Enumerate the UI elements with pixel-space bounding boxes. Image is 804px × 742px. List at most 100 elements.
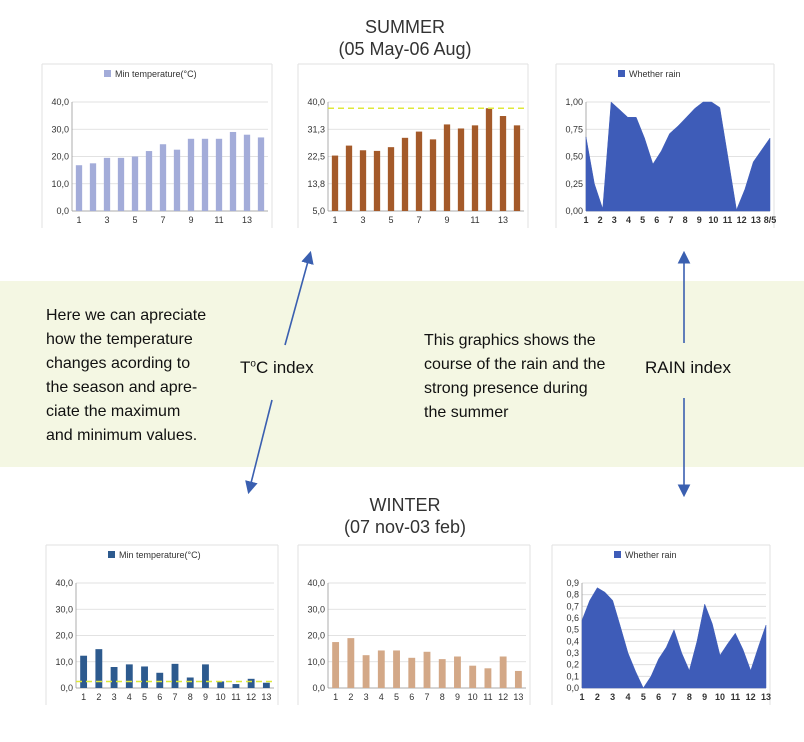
legend-label: Min temperature(°C) [115, 69, 197, 79]
bar [457, 128, 465, 211]
x-tick-label: 2 [598, 215, 603, 225]
y-tick-label: 0,25 [565, 179, 583, 189]
y-tick-label: 0,1 [566, 671, 579, 681]
bar [215, 138, 223, 211]
x-tick-label: 7 [416, 215, 421, 225]
note-line: the summer [424, 404, 509, 421]
x-tick-label: 12 [246, 692, 256, 702]
x-tick-label: 2 [96, 692, 101, 702]
y-tick-label: 22,5 [307, 152, 325, 162]
bar [262, 682, 270, 688]
bar [229, 131, 237, 211]
bar [80, 655, 88, 688]
y-tick-label: 0,3 [566, 648, 579, 658]
x-tick-label: 4 [626, 215, 631, 225]
bar [429, 139, 437, 211]
x-tick-label: 13 [513, 692, 523, 702]
temperature-index-label: ToC index [240, 358, 314, 378]
note-line: This graphics shows the [424, 332, 596, 349]
note-line: course of the rain and the [424, 356, 606, 373]
x-tick-label: 1 [579, 692, 584, 702]
x-tick-label: 8 [440, 692, 445, 702]
y-tick-label: 1,00 [565, 97, 583, 107]
y-tick-label: 31,3 [307, 124, 325, 134]
y-tick-label: 30,0 [55, 604, 73, 614]
bar [454, 656, 461, 688]
bar [217, 681, 225, 688]
legend-swatch [614, 551, 621, 558]
bar [75, 165, 83, 211]
x-tick-label: 9 [697, 215, 702, 225]
x-tick-label: 7 [424, 692, 429, 702]
bar [257, 137, 265, 211]
y-tick-label: 10,0 [55, 657, 73, 667]
x-tick-label: 3 [104, 215, 109, 225]
bar [187, 138, 195, 211]
x-tick-label: 2 [348, 692, 353, 702]
x-tick-label: 10 [468, 692, 478, 702]
x-tick-label: 2 [595, 692, 600, 702]
x-tick-label: 4 [379, 692, 384, 702]
y-tick-label: 0,8 [566, 590, 579, 600]
bar [202, 664, 209, 688]
bar [141, 666, 148, 688]
bar [131, 156, 139, 211]
bar [377, 650, 385, 688]
bar [499, 116, 507, 211]
x-tick-label: 11 [731, 692, 741, 702]
bar [387, 147, 395, 211]
bar [471, 125, 479, 211]
x-tick-label: 11 [483, 692, 492, 702]
legend-label: Min temperature(°C) [119, 550, 201, 560]
note-line: how the temperature [46, 331, 193, 348]
note-temperature: Here we can apreciate how the temperatur… [46, 304, 266, 448]
bar [345, 145, 353, 211]
bar [103, 157, 111, 211]
bar [173, 149, 181, 211]
x-tick-label: 3 [112, 692, 117, 702]
x-tick-label: 9 [203, 692, 208, 702]
x-tick-label: 6 [654, 215, 659, 225]
legend-swatch [104, 70, 111, 77]
x-tick-label: 5 [641, 692, 646, 702]
x-tick-label: 11 [214, 215, 223, 225]
note-line: strong presence during [424, 380, 588, 397]
y-tick-label: 0,0 [56, 206, 69, 216]
chart-summer-min: Min temperature(°C) 0,0 10,0 20,0 30,0 40,0 1 3… [41, 63, 273, 228]
x-tick-label: 9 [188, 215, 193, 225]
x-tick-label: 5 [388, 215, 393, 225]
x-tick-label: 7 [668, 215, 673, 225]
y-tick-label: 0,5 [566, 625, 579, 635]
x-tick-label: 7 [160, 215, 165, 225]
bar [332, 642, 340, 688]
bar [484, 668, 492, 688]
x-tick-label: 5 [394, 692, 399, 702]
y-tick-label: 20,0 [51, 152, 69, 162]
y-tick-label: 0,9 [566, 578, 579, 588]
x-tick-label: 1 [332, 215, 337, 225]
bar [145, 151, 153, 211]
bar [513, 125, 521, 211]
x-tick-label: 6 [157, 692, 162, 702]
bar [499, 656, 507, 688]
chart-summer-max-svg: 5,013,822,531,340,01 3 5 7 9 11 13 [297, 63, 529, 228]
bar [362, 655, 370, 688]
y-tick-label: 0,00 [565, 206, 583, 216]
y-tick-label: 0,75 [565, 124, 583, 134]
y-tick-label: 0,4 [566, 636, 579, 646]
y-tick-label: 0,7 [566, 601, 579, 611]
summer-heading: SUMMER (05 May-06 Aug) [280, 16, 530, 60]
note-line: Here we can apreciate [46, 307, 207, 324]
x-tick-label: 1 [333, 692, 338, 702]
bar [159, 144, 167, 211]
bar [331, 155, 339, 211]
bar [156, 672, 164, 688]
x-tick-label: 8 [188, 692, 193, 702]
y-tick-label: 40,0 [307, 97, 325, 107]
x-tick-label: 5 [132, 215, 137, 225]
y-tick-label: 0,2 [566, 660, 579, 670]
x-tick-label: 8/5 [764, 215, 777, 225]
bar [415, 131, 423, 211]
x-tick-label: 12 [737, 215, 747, 225]
y-tick-label: 0,50 [565, 152, 583, 162]
